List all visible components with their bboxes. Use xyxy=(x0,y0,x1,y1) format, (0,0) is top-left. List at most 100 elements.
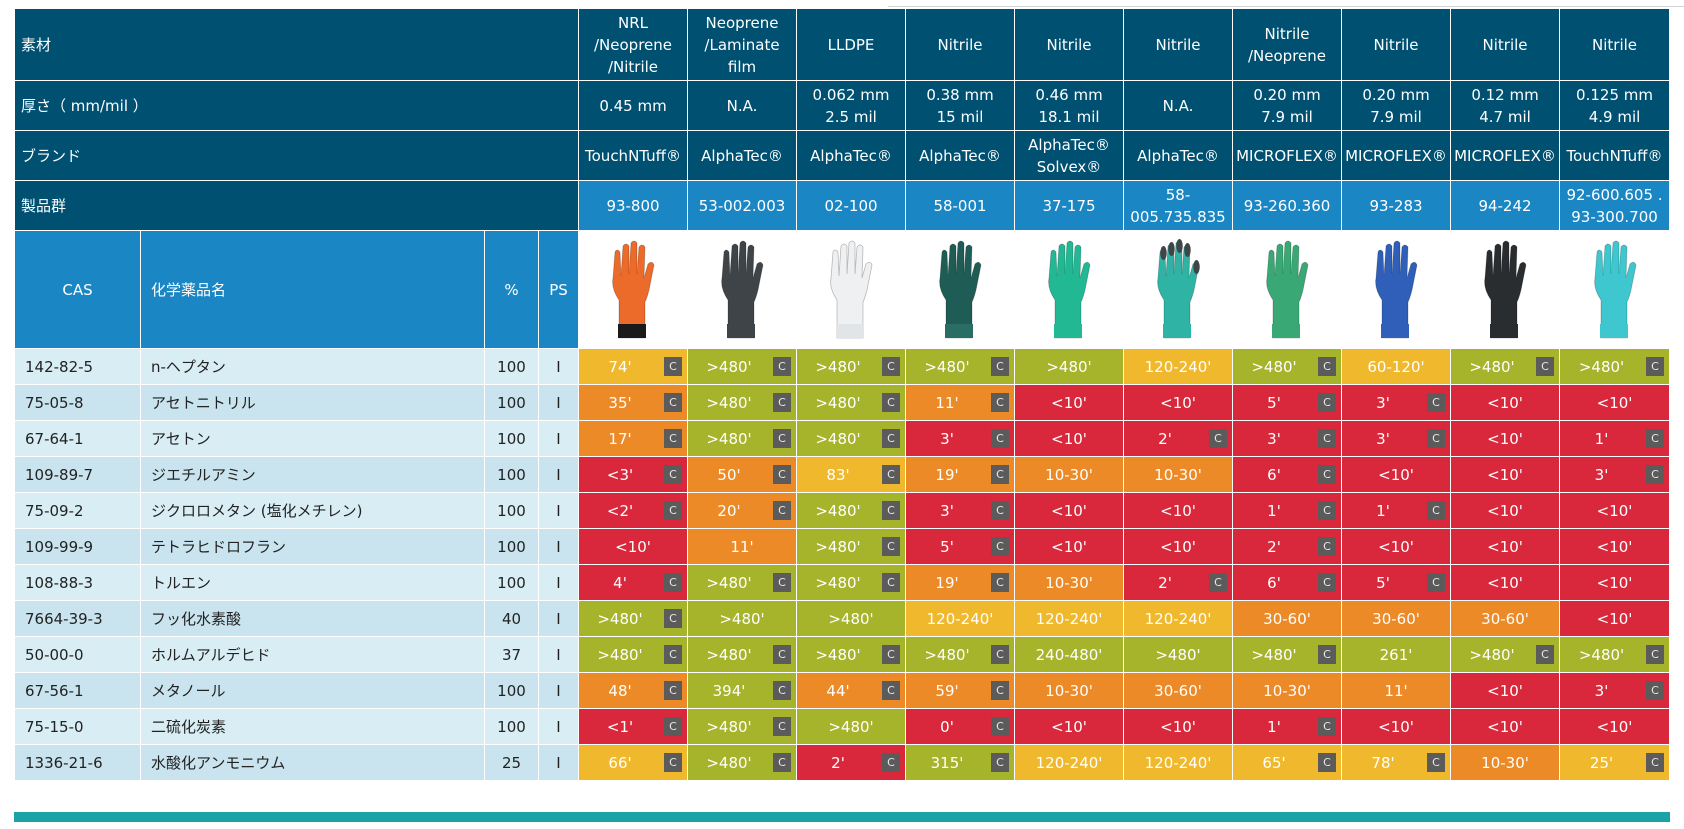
cas-cell-text: 109-89-7 xyxy=(25,465,94,484)
product-group-cell: 02-100 xyxy=(796,180,907,231)
glove-cuff xyxy=(727,323,756,338)
ps-cell-text: I xyxy=(556,717,561,736)
cas-cell-text: 67-56-1 xyxy=(25,681,84,700)
breakthrough-time-value: >480' xyxy=(706,357,752,376)
breakthrough-time-cell: 315' C xyxy=(905,744,1016,781)
material-text: film xyxy=(727,57,757,76)
c-badge: C xyxy=(991,645,1010,664)
material-text: /Laminate xyxy=(704,35,780,54)
ps-cell: I xyxy=(537,384,580,421)
chemical-row: 109-89-7 ジエチルアミン 100 I <3' C 50' C 83' C 19' C 10-30… xyxy=(14,456,1671,493)
brand-row: ブランド TouchNTuff® AlphaTec® AlphaTec® AlphaTe… xyxy=(13,130,1671,181)
c-badge: C xyxy=(664,681,683,700)
material-text: Nitrile xyxy=(1373,35,1419,54)
c-badge: C xyxy=(1318,429,1337,448)
glove-shape xyxy=(1048,240,1091,338)
c-badge: C xyxy=(1318,717,1337,736)
breakthrough-time-cell: 0' C xyxy=(905,708,1016,745)
breakthrough-time-value: 30-60' xyxy=(1154,681,1202,700)
breakthrough-time-value: <10' xyxy=(1487,429,1523,448)
c-badge: C xyxy=(991,429,1010,448)
breakthrough-time-cell: 3' C xyxy=(1232,420,1343,457)
product-group-cell: 92-600.605 . 93-300.700 xyxy=(1559,180,1671,231)
glove-tip-coating xyxy=(1168,241,1175,256)
breakthrough-time-cell: 10-30' xyxy=(1450,744,1561,781)
glove-cuff xyxy=(1381,323,1410,338)
c-badge: C xyxy=(1646,681,1665,700)
chemical-name-cell: トルエン xyxy=(140,564,485,601)
breakthrough-time-value: >480' xyxy=(815,393,861,412)
breakthrough-time-cell: 20' C xyxy=(687,492,798,529)
breakthrough-time-value: >480' xyxy=(706,393,752,412)
breakthrough-time-cell: 30-60' xyxy=(1232,600,1343,637)
chemical-name-cell-text: トルエン xyxy=(151,574,212,592)
glove-icon xyxy=(1266,240,1309,338)
brand-cell: AlphaTec® xyxy=(905,130,1016,181)
breakthrough-time-cell: 48' C xyxy=(578,672,689,709)
breakthrough-time-value: <10' xyxy=(1160,537,1196,556)
breakthrough-time-cell: >480' C xyxy=(905,636,1016,673)
percent-cell: 37 xyxy=(484,636,539,673)
breakthrough-time-cell: >480' C xyxy=(1232,636,1343,673)
breakthrough-time-cell: 1' C xyxy=(1341,492,1452,529)
breakthrough-time-value: 120-240' xyxy=(1144,609,1212,628)
breakthrough-time-cell: 120-240' xyxy=(1123,744,1234,781)
breakthrough-time-value: >480' xyxy=(815,645,861,664)
percent-cell-text: 100 xyxy=(497,393,526,412)
breakthrough-time-value: >480' xyxy=(815,357,861,376)
breakthrough-time-cell: 1' C xyxy=(1232,708,1343,745)
product-group-row: 製品群 93-800 53-002.003 02-100 58-001 37-175 58-… xyxy=(13,180,1671,231)
material-cell: Nitrile xyxy=(1123,8,1234,81)
breakthrough-time-cell: 10-30' xyxy=(1014,564,1125,601)
thickness-text: 15 mil xyxy=(936,107,984,126)
ps-cell: I xyxy=(537,636,580,673)
chemical-name-cell: ジエチルアミン xyxy=(140,456,485,493)
breakthrough-time-value: 394' xyxy=(712,681,746,700)
product-group-text: 02-100 xyxy=(824,196,878,215)
ps-cell: I xyxy=(537,528,580,565)
c-badge: C xyxy=(1427,573,1446,592)
ps-cell-text: I xyxy=(556,537,561,556)
breakthrough-time-cell: >480' C xyxy=(687,420,798,457)
cas-cell: 108-88-3 xyxy=(14,564,141,601)
c-badge: C xyxy=(1536,357,1555,376)
breakthrough-time-value: 3' xyxy=(940,501,954,520)
breakthrough-time-cell: 74' C xyxy=(578,348,689,385)
breakthrough-time-cell: 10-30' xyxy=(1014,672,1125,709)
c-badge: C xyxy=(1536,645,1555,664)
breakthrough-time-cell: <10' xyxy=(1450,564,1561,601)
breakthrough-time-cell: >480' C xyxy=(687,384,798,421)
percent-cell: 25 xyxy=(484,744,539,781)
c-badge: C xyxy=(882,393,901,412)
c-badge: C xyxy=(773,465,792,484)
thickness-cell: N.A. xyxy=(687,80,798,131)
breakthrough-time-value: >480' xyxy=(1046,357,1092,376)
product-group-label-text: 製品群 xyxy=(21,197,67,215)
product-group-cell: 58-001 xyxy=(905,180,1016,231)
breakthrough-time-value: 11' xyxy=(730,537,754,556)
glove-icon xyxy=(1593,240,1636,338)
product-group-text: 58- xyxy=(1165,185,1191,204)
brand-text: TouchNTuff® xyxy=(585,146,682,165)
breakthrough-time-value: 74' xyxy=(608,357,632,376)
product-group-cell: 53-002.003 xyxy=(687,180,798,231)
product-group-text: 93-260.360 xyxy=(1243,196,1331,215)
thickness-cell: 0.38 mm 15 mil xyxy=(905,80,1016,131)
percent-cell-text: 100 xyxy=(497,681,526,700)
c-badge: C xyxy=(773,753,792,772)
product-group-text: 53-002.003 xyxy=(698,196,786,215)
breakthrough-time-cell: 261' xyxy=(1341,636,1452,673)
breakthrough-time-value: <10' xyxy=(1596,537,1633,556)
c-badge: C xyxy=(664,573,683,592)
glove-shape xyxy=(1375,240,1418,338)
breakthrough-time-cell: 5' C xyxy=(1341,564,1452,601)
breakthrough-time-cell: <10' xyxy=(1450,708,1561,745)
ps-cell: I xyxy=(537,564,580,601)
cas-cell-text: 108-88-3 xyxy=(25,573,94,592)
breakthrough-time-value: 17' xyxy=(608,429,632,448)
breakthrough-time-value: 19' xyxy=(935,465,959,484)
glove-shape xyxy=(939,240,982,338)
breakthrough-time-cell: >480' xyxy=(796,708,907,745)
product-group-text: 93-283 xyxy=(1369,196,1423,215)
cas-cell: 67-56-1 xyxy=(14,672,141,709)
